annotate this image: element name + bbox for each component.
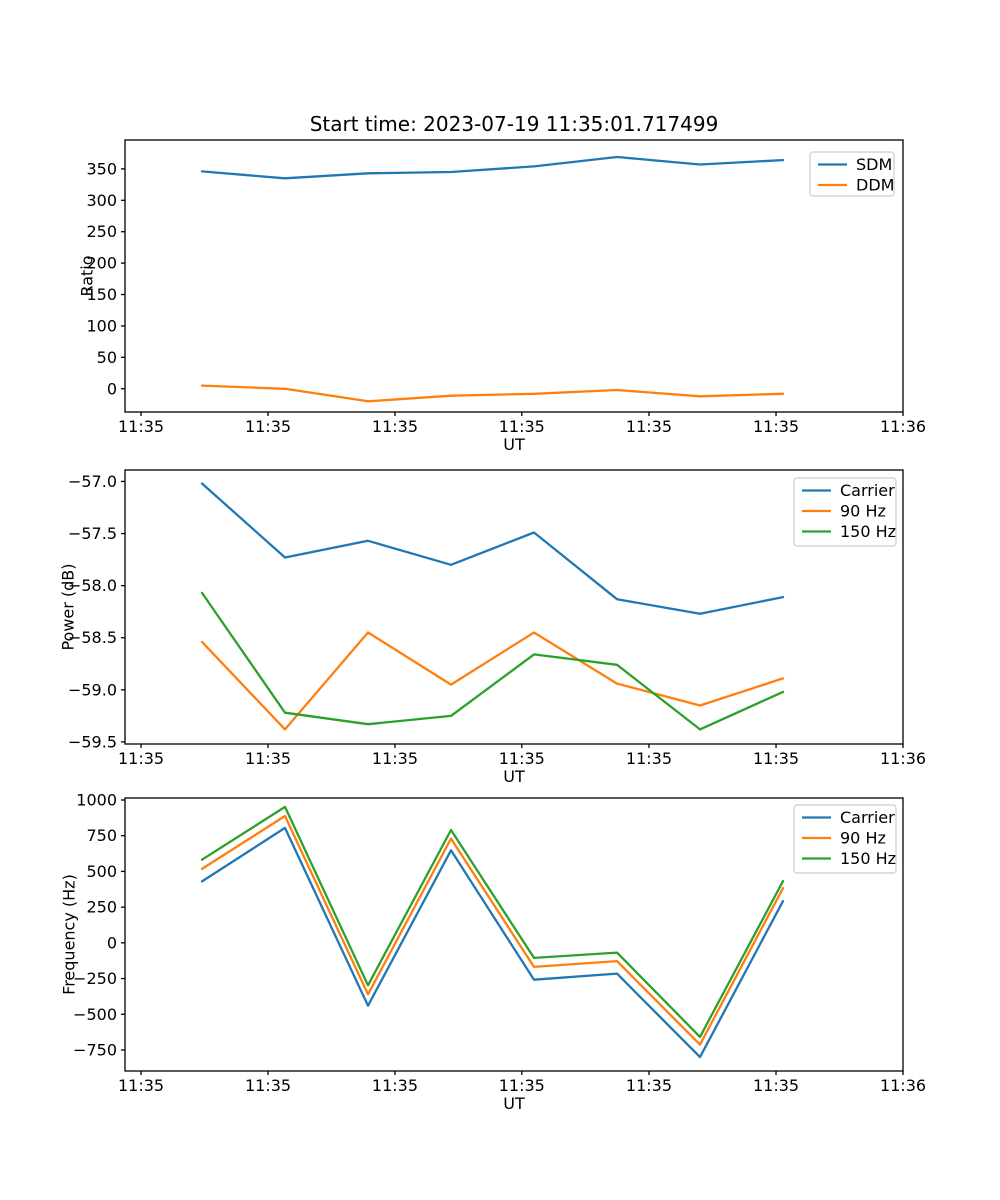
power-chart: −57.0−57.5−58.0−58.5−59.0−59.511:35 11:35… [59, 469, 926, 786]
x-tick-label: 11:35 [372, 1076, 418, 1095]
series-line-150-hz [200, 591, 785, 731]
x-tick-label: 11:36 [880, 417, 926, 436]
x-tick-label: 11:35 [245, 749, 291, 768]
legend-label-150-hz: 150 Hz [840, 849, 896, 868]
y-tick-label: 750 [86, 826, 117, 845]
legend-label-90-hz: 90 Hz [840, 829, 886, 848]
y-tick-label: 350 [86, 159, 117, 178]
series-line-ddm [200, 384, 785, 403]
x-tick-label: 11:35 [118, 749, 164, 768]
y-tick-label: 1000 [76, 791, 117, 810]
x-tick-label: 11:35 [753, 749, 799, 768]
legend-label-sdm: SDM [856, 155, 892, 174]
x-tick-label: 11:35 [626, 749, 672, 768]
y-tick-label: −750 [73, 1041, 117, 1060]
y-tick-label: 150 [86, 285, 117, 304]
x-tick-label: 11:36 [880, 1076, 926, 1095]
legend-label-ddm: DDM [856, 176, 894, 195]
y-tick-label: −57.5 [68, 524, 117, 543]
ratio-chart: 0 50 100 150 200 250 300 350 11:35 11:35 11:35 11:3… [78, 139, 926, 454]
legend-label-150-hz: 150 Hz [840, 522, 896, 541]
series-line-carrier [200, 482, 785, 615]
x-tick-label: 11:35 [118, 1076, 164, 1095]
legend-label-carrier: Carrier [840, 481, 895, 500]
legend-label-carrier: Carrier [840, 808, 895, 827]
series-line-150-hz [200, 805, 785, 1039]
x-tick-label: 11:35 [245, 417, 291, 436]
series-line-90-hz [200, 631, 785, 731]
axes-spines [124, 139, 904, 413]
x-tick-label: 11:35 [245, 1076, 291, 1095]
x-tick-label: 11:35 [118, 417, 164, 436]
legend: SDM DDM [809, 151, 895, 197]
x-axis-label: UT [503, 1094, 525, 1113]
x-tick-label: 11:35 [626, 417, 672, 436]
series-line-carrier [200, 826, 785, 1059]
x-tick-label: 11:35 [372, 749, 418, 768]
x-axis-label: UT [503, 767, 525, 786]
axes-spines [124, 469, 904, 745]
y-tick-label: −58.0 [68, 576, 117, 595]
y-tick-label: −250 [73, 969, 117, 988]
y-axis-label: Power (dB) [59, 563, 78, 650]
y-tick-label: 100 [86, 316, 117, 335]
y-tick-label: −58.5 [68, 628, 117, 647]
legend-box [793, 477, 897, 547]
y-tick-label: 50 [97, 348, 117, 367]
y-tick-label: −59.0 [68, 680, 117, 699]
axes-spines [124, 797, 904, 1072]
y-axis-label: Frequency (Hz) [60, 874, 79, 995]
x-tick-label: 11:35 [372, 417, 418, 436]
figure-title: Start time: 2023-07-19 11:35:01.717499 [309, 112, 719, 136]
x-tick-label: 11:35 [499, 749, 545, 768]
y-axis-label: Ratio [78, 255, 97, 296]
y-tick-label: 250 [86, 222, 117, 241]
x-tick-label: 11:35 [499, 1076, 545, 1095]
y-tick-label: 0 [107, 379, 117, 398]
y-tick-label: 300 [86, 191, 117, 210]
x-tick-label: 11:35 [499, 417, 545, 436]
legend-label-90-hz: 90 Hz [840, 502, 886, 521]
y-tick-label: 250 [86, 898, 117, 917]
x-tick-label: 11:35 [753, 417, 799, 436]
y-tick-label: −57.0 [68, 472, 117, 491]
x-tick-label: 11:35 [626, 1076, 672, 1095]
x-tick-label: 11:36 [880, 749, 926, 768]
y-tick-label: 0 [107, 933, 117, 952]
y-tick-label: −59.5 [68, 732, 117, 751]
legend-box [793, 804, 897, 874]
y-tick-label: 500 [86, 862, 117, 881]
x-tick-label: 11:35 [753, 1076, 799, 1095]
y-tick-label: −500 [73, 1005, 117, 1024]
x-axis-label: UT [503, 435, 525, 454]
series-line-90-hz [200, 814, 785, 1046]
series-line-sdm [200, 155, 785, 180]
y-tick-label: 200 [86, 254, 117, 273]
